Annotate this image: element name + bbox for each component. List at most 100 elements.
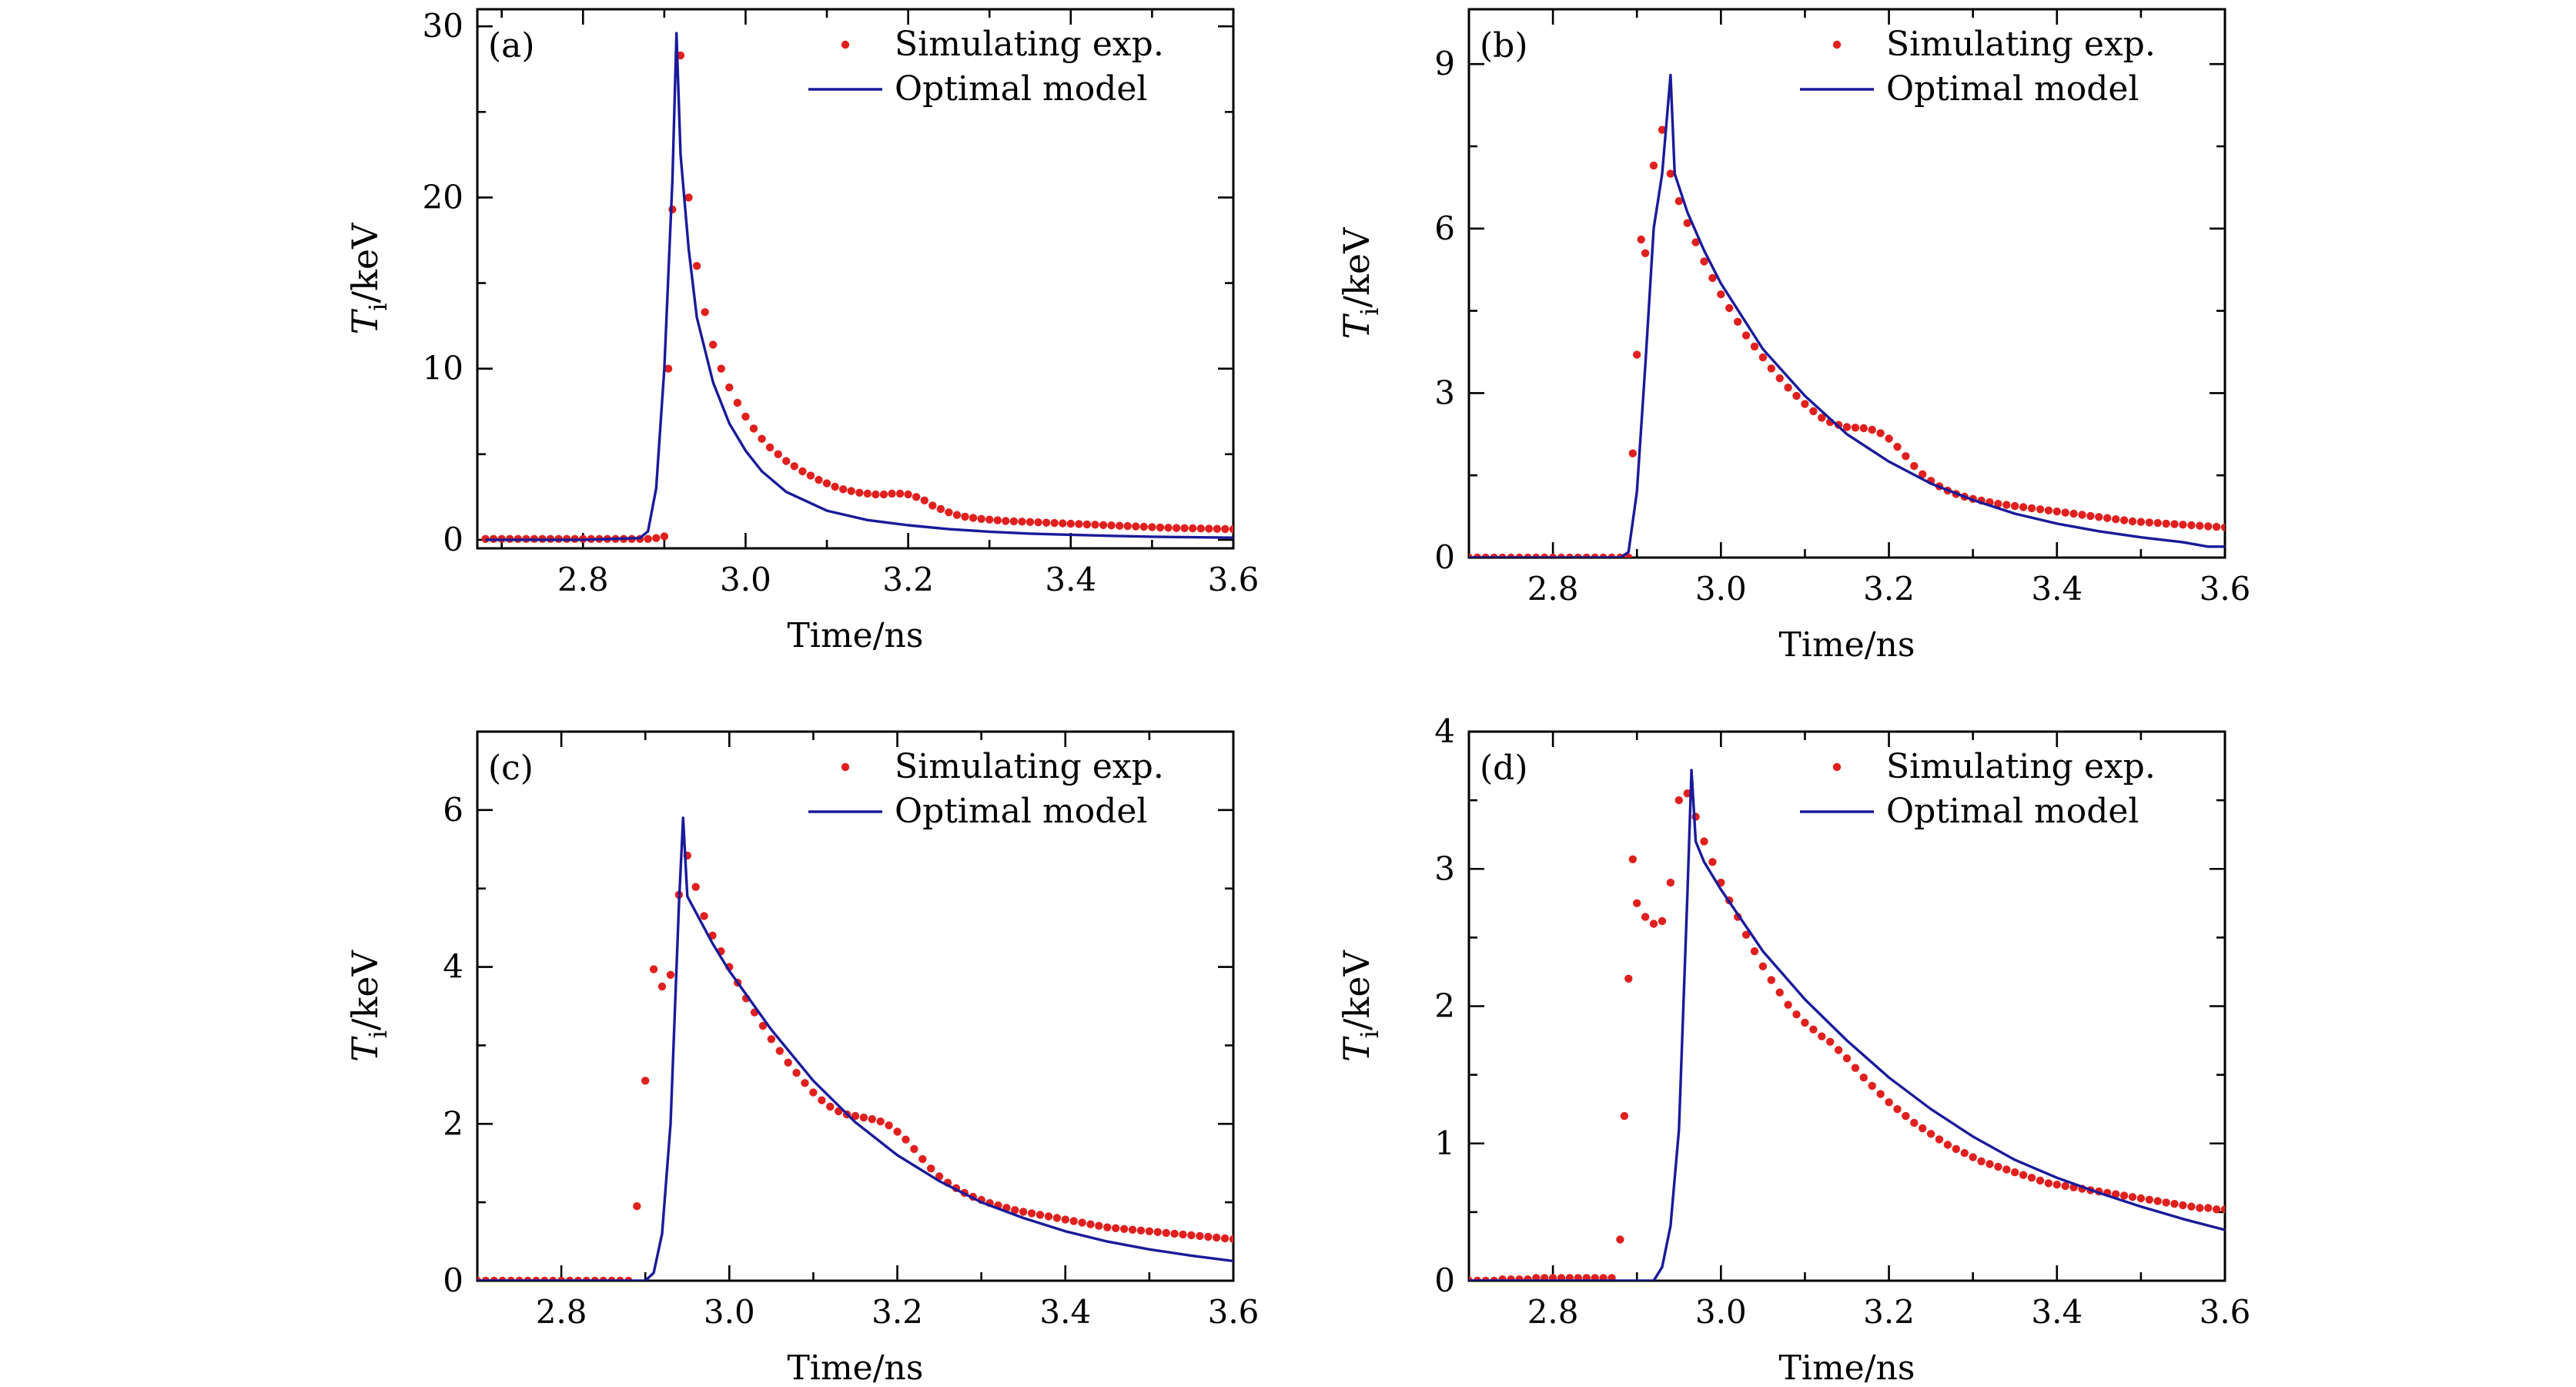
data-point [758,1021,768,1030]
y-tick-label: 3 [1434,849,1455,887]
data-point [1750,947,1759,956]
data-point [2212,1205,2221,1214]
data-point [822,479,831,487]
data-point [1205,524,1213,533]
data-point [1893,443,1902,451]
data-point [641,1077,650,1085]
x-tick-label: 3.4 [1045,561,1096,598]
data-point [725,383,734,392]
data-point [1148,523,1156,531]
data-point [1809,1025,1818,1034]
data-point [2044,506,2053,514]
data-point [1734,317,1742,326]
data-point [2196,521,2204,530]
data-point [2145,1195,2153,1204]
data-point [2170,520,2179,528]
data-point [1034,518,1042,527]
data-point [847,487,855,495]
data-point [692,262,701,270]
legend-marker-simulating [1832,762,1842,772]
data-point [1103,1223,1112,1231]
data-point [1187,1231,1196,1240]
data-point [2044,1179,2053,1188]
y-tick-label: 6 [1434,209,1455,247]
data-point [717,364,725,373]
data-point [1107,521,1116,530]
data-point [1607,1274,1616,1281]
data-point [1683,219,1691,227]
y-axis-label-subscript: i [1355,1030,1384,1038]
y-axis-label-subscript: i [363,303,393,310]
plot-area [1469,769,2225,1281]
data-point [2112,515,2120,524]
data-point [809,1088,818,1097]
panel-label: (c) [488,749,534,788]
plot-frame [1467,8,2226,559]
data-point [657,982,667,991]
data-point [2153,1197,2162,1205]
data-point [2162,519,2170,528]
legend-label-simulating: Simulating exp. [895,747,1164,786]
data-point [936,504,945,514]
data-point [765,443,774,452]
x-axis-label: Time/ns [1779,625,1915,665]
data-point [1541,1274,1549,1281]
y-axis-label: Ti/keV [1336,227,1384,340]
data-point [895,489,905,498]
data-point [660,532,669,541]
data-point [2212,522,2221,531]
data-point [863,489,872,498]
x-tick-label: 3.6 [1208,1293,1260,1331]
data-point [792,1068,801,1077]
data-point [1061,1215,1070,1224]
data-point [664,364,673,373]
panel-c: 2.8 3.0 3.2 3.4 3.6 0 2 4 6 Time/ns Ti/keV (c) Simul… [344,730,1260,1387]
data-point [1994,1162,2002,1171]
data-point [2128,517,2137,526]
data-point [2220,1205,2225,1214]
data-point [1977,1157,1986,1166]
x-tick-label: 3.2 [882,561,934,598]
data-point [790,462,799,471]
data-point [2011,1168,2019,1177]
plot-frame [476,8,1235,550]
data-point [902,1135,910,1144]
legend-label-simulating: Simulating exp. [1886,25,2156,64]
data-point [2103,514,2112,522]
data-point [1018,518,1026,526]
data-point [2036,1176,2045,1185]
data-point [855,488,864,497]
data-point [1919,1124,1927,1133]
y-tick-label: 2 [443,1104,463,1142]
legend-marker-simulating [1832,40,1842,49]
data-point [993,516,1002,524]
data-point [815,475,823,484]
data-point [1868,425,1876,434]
y-axis-label: Ti/keV [1336,950,1384,1062]
data-point [2128,1193,2137,1201]
data-point [1044,1212,1053,1221]
data-point [1994,500,2002,508]
data-point [1229,524,1233,534]
data-point [1674,796,1683,805]
data-point [1213,1233,1221,1242]
data-point [868,1115,877,1124]
data-point [1809,407,1818,416]
data-point [1120,1225,1129,1234]
data-point [784,1058,792,1067]
data-point [1095,1221,1103,1230]
y-axis-label-symbol: T [344,308,386,334]
data-point [1633,350,1641,359]
data-point [1156,523,1165,532]
panel-b: 2.8 3.0 3.2 3.4 3.6 0 3 6 9 Time/ns Ti/keV (b) Simul… [1336,8,2250,665]
y-tick-label: 0 [443,1261,463,1299]
data-point [758,434,766,443]
data-point [749,424,758,433]
data-point [1935,1135,1944,1144]
data-point [904,490,912,499]
data-point [1741,331,1751,340]
x-tick-label: 3.0 [704,1293,755,1331]
y-axis-label-unit: /keV [344,950,386,1030]
data-point [1842,423,1852,431]
